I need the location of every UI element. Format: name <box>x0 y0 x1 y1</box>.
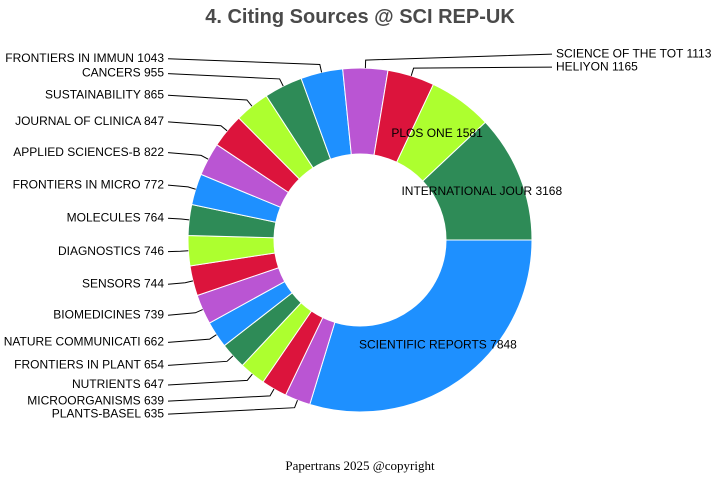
slice-scientific-reports <box>309 239 533 413</box>
label-nature-communicati: NATURE COMMUNICATI 662 <box>4 335 165 349</box>
label-diagnostics: DIAGNOSTICS 746 <box>58 244 164 258</box>
label-journal-of-clinica: JOURNAL OF CLINICA 847 <box>15 114 164 128</box>
label-frontiers-in-micro: FRONTIERS IN MICRO 772 <box>13 177 165 191</box>
leader-frontiers-in-plant <box>167 355 234 366</box>
leader-sensors <box>167 280 194 285</box>
leader-science-of-the-tot <box>364 53 553 69</box>
leader-plants-basel <box>167 400 298 415</box>
label-science-of-the-tot: SCIENCE OF THE TOT 1113 <box>556 46 712 60</box>
leader-lines-group <box>167 53 553 415</box>
label-applied-sciences-b: APPLIED SCIENCES-B 822 <box>13 145 164 159</box>
label-cancers: CANCERS 955 <box>82 66 164 80</box>
slice-international-jour <box>421 121 533 241</box>
leader-applied-sciences-b <box>167 152 209 160</box>
label-biomedicines: BIOMEDICINES 739 <box>53 307 164 321</box>
label-frontiers-in-plant: FRONTIERS IN PLANT 654 <box>14 358 164 372</box>
label-microorganisms: MICROORGANISMS 639 <box>27 393 164 407</box>
leader-cancers <box>167 73 284 87</box>
leader-nature-communicati <box>167 334 217 343</box>
slices-group <box>187 67 533 413</box>
label-nutrients: NUTRIENTS 647 <box>72 377 164 391</box>
leader-journal-of-clinica <box>167 121 228 132</box>
leader-molecules <box>167 217 190 221</box>
chart-title: 4. Citing Sources @ SCI REP-UK <box>205 6 515 28</box>
leader-biomedicines <box>167 309 203 316</box>
label-international-jour: INTERNATIONAL JOUR 3168 <box>401 184 562 198</box>
leader-diagnostics <box>167 250 189 253</box>
leader-nutrients <box>167 373 253 386</box>
label-sustainability: SUSTAINABILITY 865 <box>45 87 164 101</box>
leader-heliyon <box>410 66 553 76</box>
label-heliyon: HELIYON 1165 <box>556 59 638 73</box>
label-plants-basel: PLANTS-BASEL 635 <box>52 406 165 420</box>
label-scientific-reports: SCIENTIFIC REPORTS 7848 <box>359 337 517 351</box>
footer-copyright: Papertrans 2025 @copyright <box>285 458 435 473</box>
label-sensors: SENSORS 744 <box>82 276 164 290</box>
label-frontiers-in-immun: FRONTIERS IN IMMUN 1043 <box>5 51 164 65</box>
leader-frontiers-in-micro <box>167 184 196 190</box>
leader-frontiers-in-immun <box>167 58 323 73</box>
label-plos-one: PLOS ONE 1581 <box>391 126 483 140</box>
leader-microorganisms <box>167 388 275 402</box>
label-molecules: MOLECULES 764 <box>67 210 165 224</box>
labels-group: SCIENTIFIC REPORTS 7848 PLOS ONE 1581 INTE… <box>4 46 712 420</box>
leader-sustainability <box>167 94 253 107</box>
